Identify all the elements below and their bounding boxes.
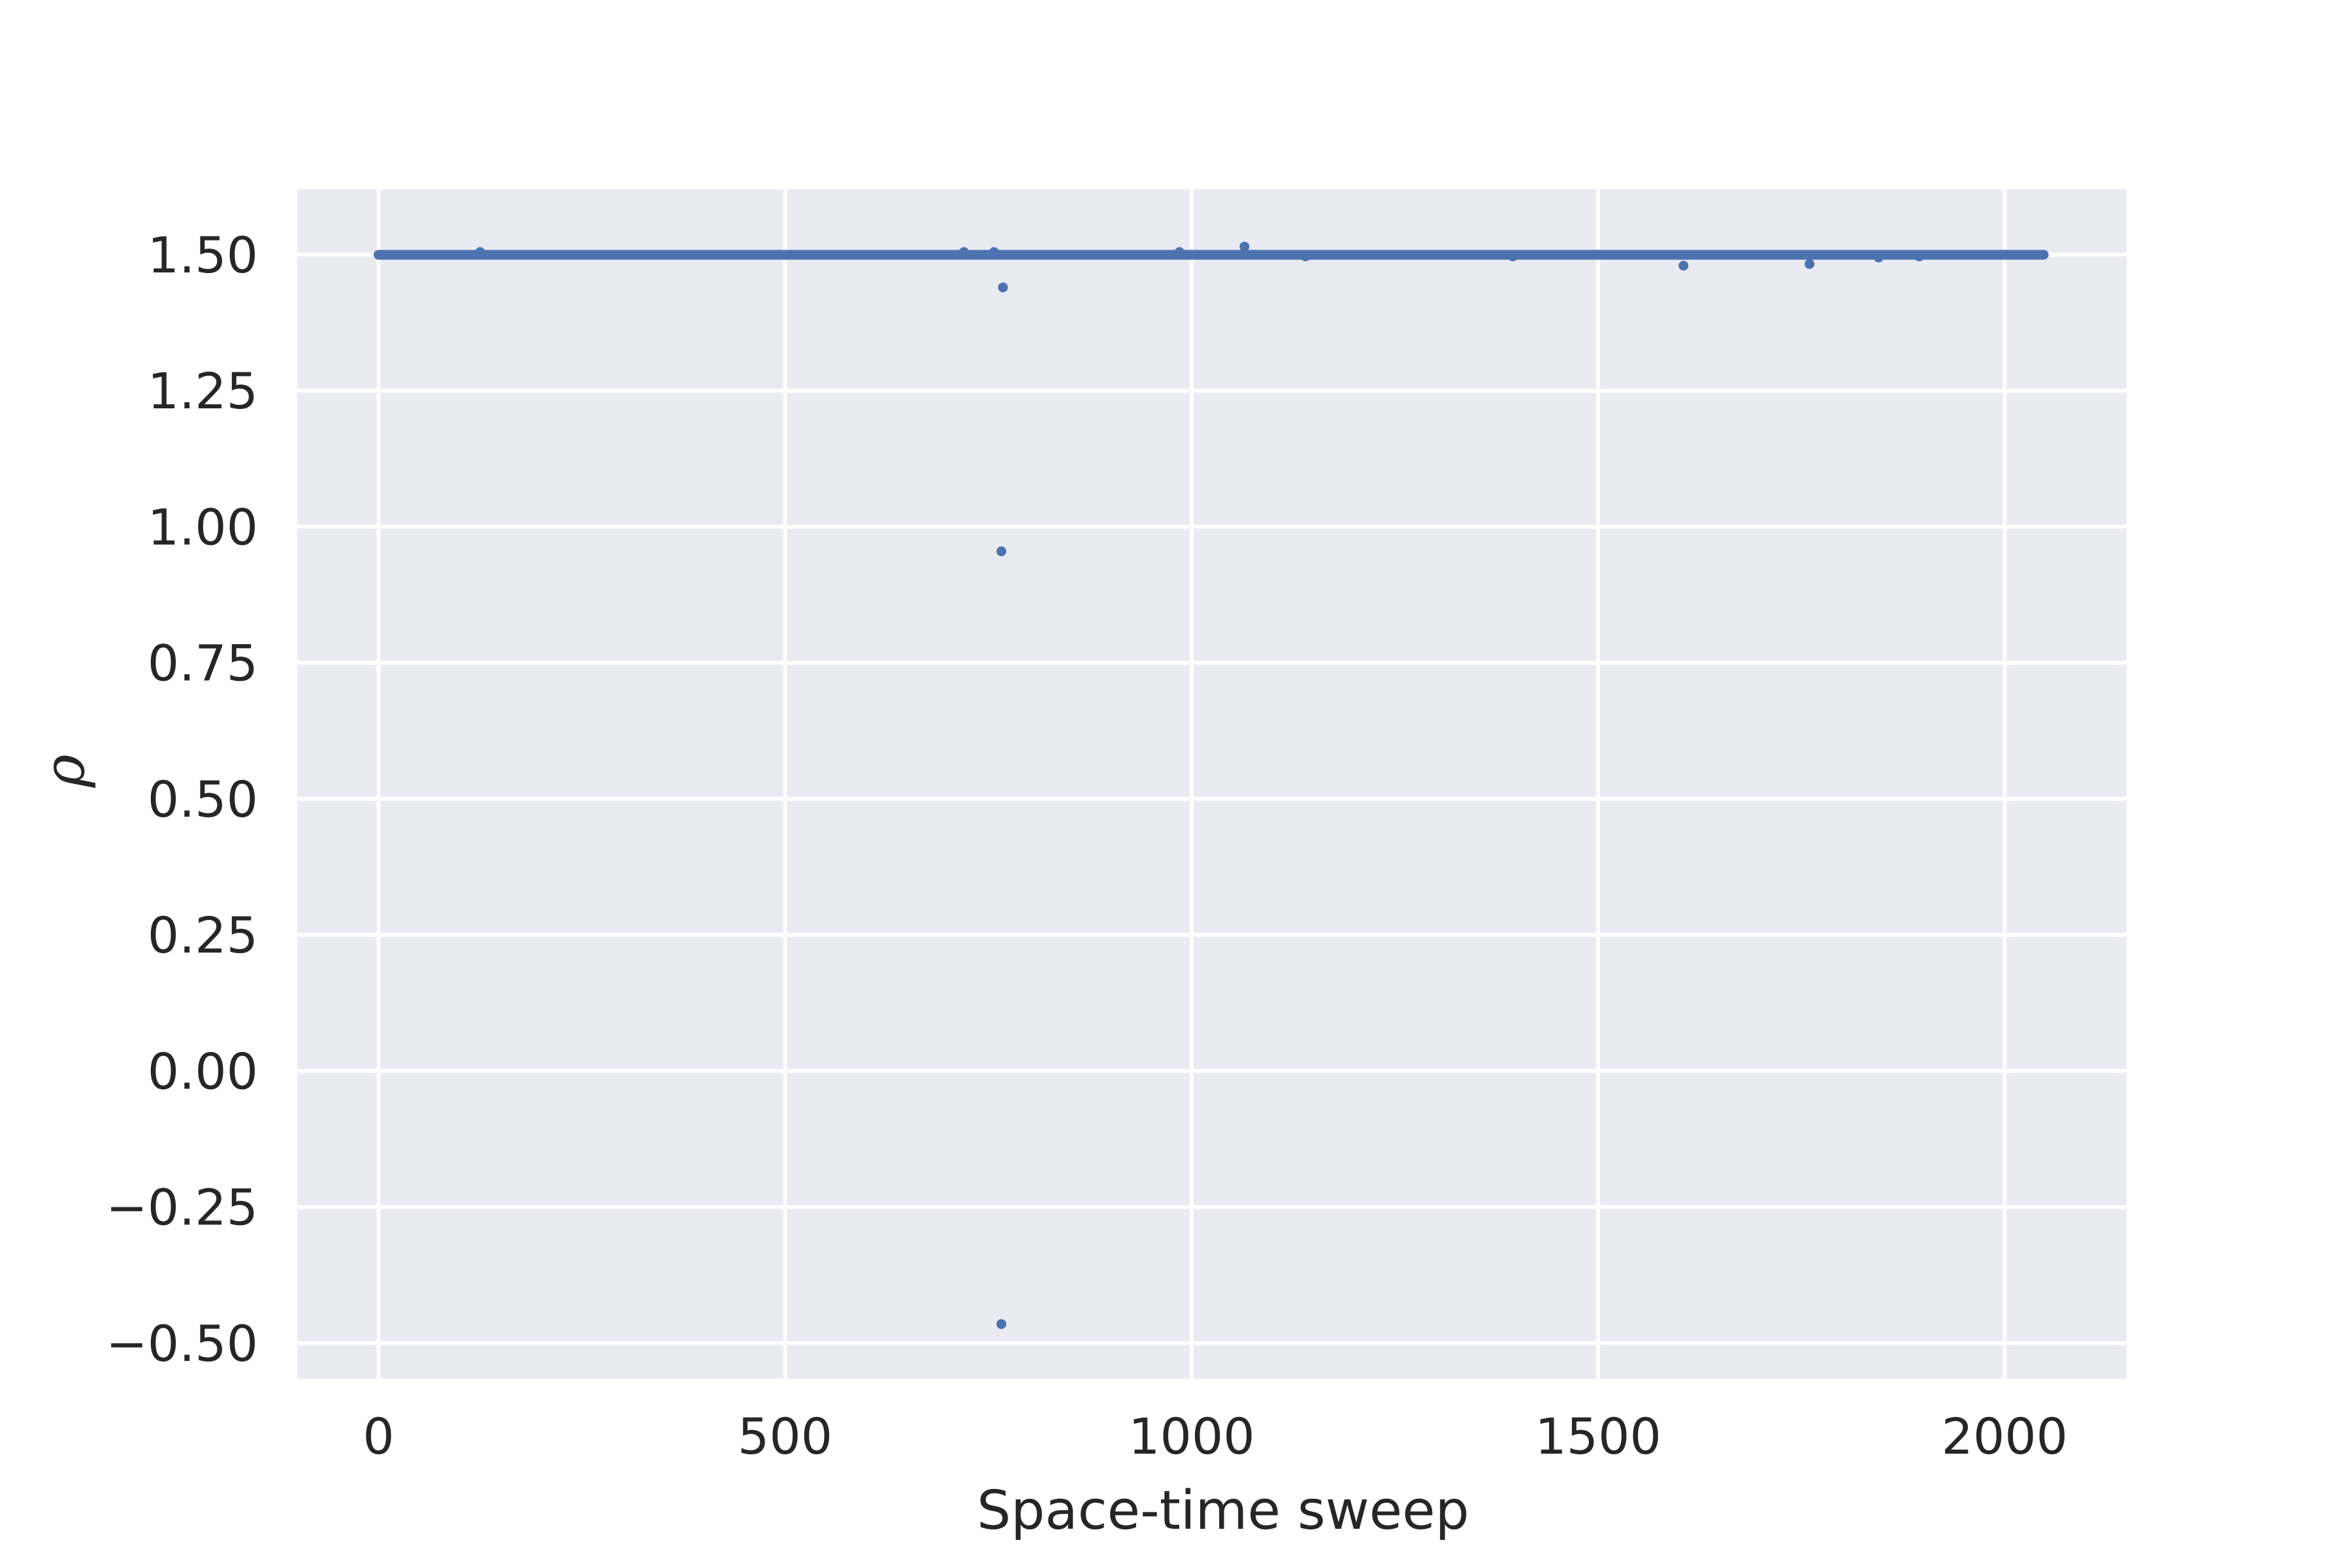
y-tick-label: 0.00 bbox=[148, 1042, 258, 1100]
x-tick-label: 2000 bbox=[1942, 1407, 2068, 1465]
data-point bbox=[1873, 252, 1884, 263]
data-point bbox=[475, 247, 485, 257]
y-tick-label: 1.50 bbox=[148, 226, 258, 284]
y-tick-label: 0.50 bbox=[148, 770, 258, 828]
y-tick-labels: −0.50 −0.25 0.00 0.25 0.50 0.75 1.00 1.25 1.50 bbox=[106, 226, 258, 1373]
x-tick-labels: 0 500 1000 1500 2000 bbox=[363, 1407, 2068, 1465]
data-point bbox=[1174, 247, 1184, 257]
x-tick-label: 0 bbox=[363, 1407, 394, 1465]
data-point bbox=[1678, 261, 1689, 271]
data-point bbox=[996, 546, 1007, 557]
data-point bbox=[1507, 251, 1518, 261]
y-tick-label: 1.25 bbox=[148, 362, 258, 420]
y-tick-label: −0.25 bbox=[106, 1179, 258, 1237]
data-point bbox=[998, 282, 1008, 293]
y-tick-label: 1.00 bbox=[148, 498, 258, 556]
data-point bbox=[1300, 251, 1311, 261]
x-tick-label: 1000 bbox=[1128, 1407, 1254, 1465]
y-tick-label: 0.75 bbox=[148, 634, 258, 693]
data-points bbox=[373, 241, 2049, 1330]
data-point bbox=[996, 1319, 1007, 1330]
plot-background bbox=[297, 189, 2127, 1379]
y-tick-label: 0.25 bbox=[148, 906, 258, 964]
data-point bbox=[1239, 241, 1250, 252]
data-point bbox=[1914, 251, 1925, 261]
x-axis-label: Space-time sweep bbox=[977, 1480, 1469, 1542]
data-point bbox=[988, 247, 999, 257]
data-point bbox=[958, 247, 969, 257]
data-point bbox=[1805, 259, 1815, 269]
y-axis-label: ρ bbox=[32, 755, 97, 789]
x-tick-label: 500 bbox=[738, 1407, 832, 1465]
y-tick-label: −0.50 bbox=[106, 1315, 258, 1373]
x-tick-label: 1500 bbox=[1535, 1407, 1661, 1465]
